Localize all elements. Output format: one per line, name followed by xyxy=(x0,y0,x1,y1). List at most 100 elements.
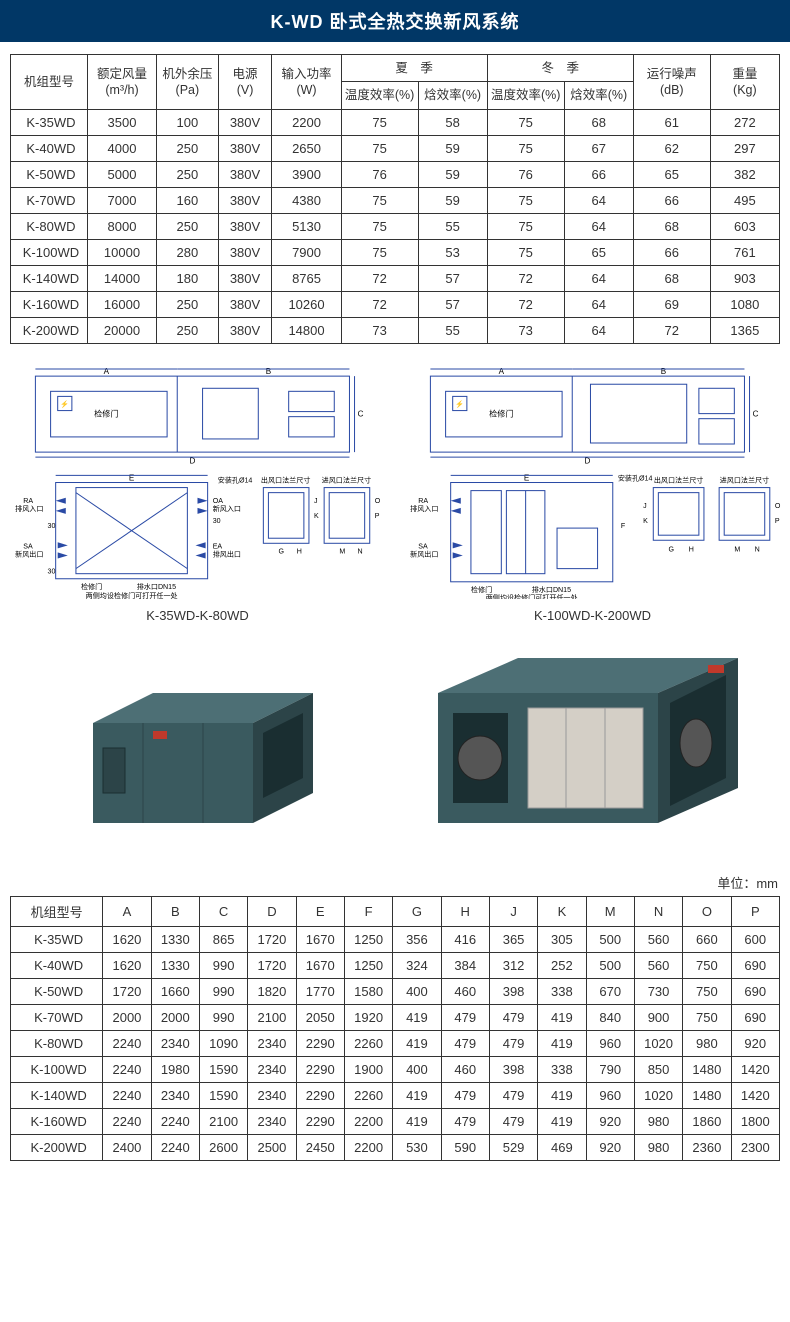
table-cell: 398 xyxy=(489,1056,537,1082)
table-cell: 419 xyxy=(393,1030,441,1056)
unit-label: 单位：mm xyxy=(0,873,790,896)
table-cell: 1580 xyxy=(344,978,392,1004)
table-row: K-140WD224023401590234022902260419479479… xyxy=(11,1082,780,1108)
svg-text:检修门: 检修门 xyxy=(81,581,102,590)
table-cell: 2240 xyxy=(103,1108,151,1134)
table-cell: 14800 xyxy=(272,317,341,343)
product-photo-left-svg xyxy=(53,673,353,843)
table-cell: K-140WD xyxy=(11,265,88,291)
table-cell: 72 xyxy=(341,291,418,317)
table-cell: 500 xyxy=(586,926,634,952)
svg-text:O: O xyxy=(375,496,381,504)
table-cell: K-160WD xyxy=(11,1108,103,1134)
th-dim: G xyxy=(393,896,441,926)
table-row: K-100WD224019801590234022901900400460398… xyxy=(11,1056,780,1082)
svg-text:G: G xyxy=(279,547,285,555)
table-cell: 75 xyxy=(487,109,564,135)
table-cell: 1620 xyxy=(103,926,151,952)
table-cell: 1590 xyxy=(199,1082,247,1108)
table-cell: 68 xyxy=(633,213,710,239)
table-cell: 380V xyxy=(218,109,272,135)
table-row: K-40WD1620133099017201670125032438431225… xyxy=(11,952,780,978)
table-cell: 398 xyxy=(489,978,537,1004)
table-cell: 2200 xyxy=(344,1134,392,1160)
th-dim: H xyxy=(441,896,489,926)
table-cell: K-35WD xyxy=(11,109,88,135)
table-cell: 2260 xyxy=(344,1030,392,1056)
table-cell: 64 xyxy=(564,291,633,317)
table-cell: K-100WD xyxy=(11,239,88,265)
table-cell: 590 xyxy=(441,1134,489,1160)
table-cell: 250 xyxy=(157,135,219,161)
table-cell: 479 xyxy=(441,1030,489,1056)
table-cell: K-70WD xyxy=(11,1004,103,1030)
table-cell: 530 xyxy=(393,1134,441,1160)
table-cell: 460 xyxy=(441,978,489,1004)
table-row: K-50WD1720166099018201770158040046039833… xyxy=(11,978,780,1004)
svg-text:排风入口: 排风入口 xyxy=(15,503,43,512)
table-row: K-100WD10000280380V79007553756566761 xyxy=(11,239,780,265)
table-row: K-200WD240022402600250024502200530590529… xyxy=(11,1134,780,1160)
table-cell: 1670 xyxy=(296,952,344,978)
svg-text:RA: RA xyxy=(418,496,428,504)
table-cell: 380V xyxy=(218,161,272,187)
table-cell: 75 xyxy=(487,213,564,239)
spec-table-section: 机组型号 额定风量 (m³/h) 机外余压 (Pa) 电源 (V) 输入功率 (… xyxy=(0,42,790,356)
th-summer: 夏 季 xyxy=(341,55,487,82)
table-cell: 2200 xyxy=(344,1108,392,1134)
th-dim: K xyxy=(538,896,586,926)
svg-text:安装孔Ø14: 安装孔Ø14 xyxy=(218,475,253,484)
table-cell: 1620 xyxy=(103,952,151,978)
table-cell: 58 xyxy=(418,109,487,135)
table-cell: 1920 xyxy=(344,1004,392,1030)
table-cell: 1770 xyxy=(296,978,344,1004)
svg-text:K: K xyxy=(314,511,319,519)
svg-text:安装孔Ø14: 安装孔Ø14 xyxy=(618,473,653,482)
table-cell: 61 xyxy=(633,109,710,135)
table-cell: 419 xyxy=(538,1082,586,1108)
table-cell: 64 xyxy=(564,187,633,213)
table-cell: 72 xyxy=(341,265,418,291)
th-noise: 运行噪声 (dB) xyxy=(633,55,710,110)
spec-table-head: 机组型号 额定风量 (m³/h) 机外余压 (Pa) 电源 (V) 输入功率 (… xyxy=(11,55,780,110)
table-cell: K-200WD xyxy=(11,1134,103,1160)
svg-text:SA: SA xyxy=(23,542,33,550)
table-cell: K-140WD xyxy=(11,1082,103,1108)
diagram-left-caption: K-35WD-K-80WD xyxy=(5,608,390,623)
svg-text:出风口法兰尺寸: 出风口法兰尺寸 xyxy=(654,475,704,484)
table-cell: 1090 xyxy=(199,1030,247,1056)
table-cell: 400 xyxy=(393,1056,441,1082)
table-cell: 920 xyxy=(731,1030,779,1056)
table-cell: 380V xyxy=(218,265,272,291)
th-model: 机组型号 xyxy=(11,55,88,110)
svg-text:两侧均设检修门可打开任一处: 两侧均设检修门可打开任一处 xyxy=(86,591,178,599)
table-cell: 980 xyxy=(683,1030,731,1056)
th-dim: P xyxy=(731,896,779,926)
diagram-right-svg: 检修门 ⚡ A B C D xyxy=(400,366,785,599)
table-row: K-35WD3500100380V22007558756861272 xyxy=(11,109,780,135)
svg-text:30: 30 xyxy=(213,517,221,525)
table-cell: 479 xyxy=(489,1030,537,1056)
table-cell: 380V xyxy=(218,291,272,317)
table-cell: 460 xyxy=(441,1056,489,1082)
dim-table-body: K-35WD1620133086517201670125035641636530… xyxy=(11,926,780,1160)
table-cell: 5000 xyxy=(87,161,156,187)
th-esp: 机外余压 (Pa) xyxy=(157,55,219,110)
table-cell: 903 xyxy=(710,265,779,291)
table-cell: 75 xyxy=(487,239,564,265)
table-cell: 72 xyxy=(487,265,564,291)
table-cell: 380V xyxy=(218,239,272,265)
table-cell: 59 xyxy=(418,135,487,161)
table-cell: 603 xyxy=(710,213,779,239)
svg-text:C: C xyxy=(753,409,759,418)
svg-text:OA: OA xyxy=(213,496,224,504)
table-cell: 75 xyxy=(341,135,418,161)
svg-text:J: J xyxy=(643,501,647,509)
table-cell: 53 xyxy=(418,239,487,265)
table-cell: K-35WD xyxy=(11,926,103,952)
svg-text:A: A xyxy=(104,367,110,376)
svg-text:M: M xyxy=(339,547,345,555)
table-cell: K-50WD xyxy=(11,978,103,1004)
diagrams-row: 检修门 ⚡ A B C D xyxy=(0,356,790,623)
table-cell: 384 xyxy=(441,952,489,978)
